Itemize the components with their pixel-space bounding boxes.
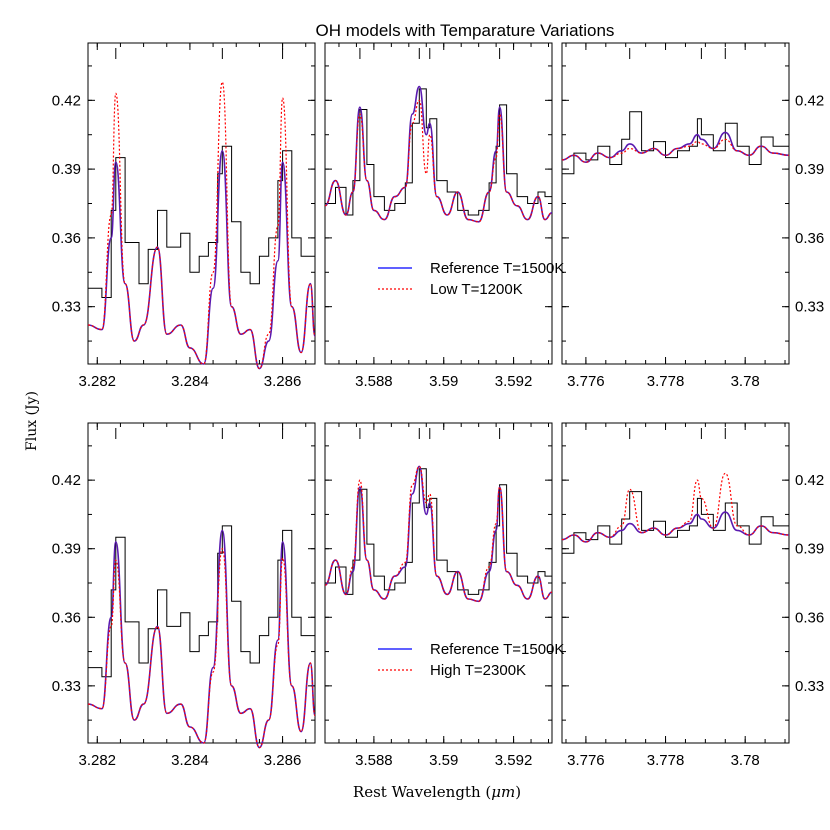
series-variant	[561, 138, 790, 163]
series-variant	[87, 81, 316, 370]
y-tick-label-right: 0.33	[795, 678, 824, 695]
x-tick-label: 3.59	[429, 752, 458, 769]
x-axis-label-text: Rest Wavelength (	[353, 783, 491, 801]
y-axis-label: Flux (Jy)	[24, 391, 40, 451]
x-tick-label: 3.776	[567, 373, 605, 390]
x-tick-label: 3.78	[731, 752, 760, 769]
panel-frame	[324, 422, 553, 744]
series-variant	[324, 465, 553, 602]
series-variant	[87, 548, 316, 749]
x-tick-label: 3.592	[495, 752, 533, 769]
x-tick-label: 3.778	[647, 373, 685, 390]
series-observed	[325, 468, 553, 595]
panel-frame	[561, 42, 790, 365]
x-tick-label: 3.59	[429, 373, 458, 390]
chart-row-low-temperature: 3.282 3.284 3.286 0.33 0.36 0.39 0.42 3.588 3.59…	[52, 42, 824, 390]
figure-title: OH models with Temparature Variations	[316, 21, 615, 40]
x-tick-label: 3.282	[78, 373, 116, 390]
legend-label-variant: Low T=1200K	[430, 281, 523, 298]
x-tick-label: 3.776	[567, 752, 605, 769]
y-tick-label: 0.36	[52, 230, 81, 247]
series-observed	[325, 88, 553, 216]
series-observed	[562, 491, 790, 554]
y-tick-label-right: 0.36	[795, 230, 824, 247]
y-tick-label-right: 0.36	[795, 609, 824, 626]
x-axis-label-unit: μm	[491, 783, 515, 801]
y-tick-label-right: 0.42	[795, 92, 824, 109]
x-tick-label: 3.282	[78, 752, 116, 769]
series-reference	[324, 465, 553, 603]
series-observed	[88, 525, 316, 678]
series-variant	[324, 99, 553, 223]
series-reference	[561, 511, 790, 543]
panel-frame	[324, 42, 553, 365]
x-tick-label: 3.588	[355, 373, 393, 390]
x-tick-label: 3.286	[264, 373, 302, 390]
y-tick-label: 0.42	[52, 472, 81, 489]
y-tick-label: 0.33	[52, 299, 81, 316]
panel-1-3: 3.776 3.778 3.78 0.33 0.36 0.39 0.42	[561, 42, 824, 390]
legend-label-reference: Reference T=1500K	[430, 260, 564, 277]
panel-2-3: 3.776 3.778 3.78 0.33 0.36 0.39 0.42	[561, 422, 824, 769]
y-tick-label: 0.39	[52, 161, 81, 178]
y-tick-label-right: 0.33	[795, 299, 824, 316]
x-tick-label: 3.588	[355, 752, 393, 769]
panel-1-1: 3.282 3.284 3.286 0.33 0.36 0.39 0.42	[52, 42, 316, 390]
panel-2-1: 3.282 3.284 3.286 0.33 0.36 0.39 0.42	[52, 422, 316, 769]
legend-label-reference: Reference T=1500K	[430, 641, 564, 658]
y-tick-label: 0.39	[52, 541, 81, 558]
legend-label-variant: High T=2300K	[430, 662, 526, 679]
panel-1-2: 3.588 3.59 3.592	[324, 42, 553, 390]
x-tick-label: 3.592	[495, 373, 533, 390]
x-tick-label: 3.284	[171, 373, 209, 390]
y-tick-label: 0.33	[52, 678, 81, 695]
x-tick-label: 3.286	[264, 752, 302, 769]
legend: Reference T=1500K Low T=1200K	[378, 260, 564, 298]
legend: Reference T=1500K High T=2300K	[378, 641, 564, 679]
panel-frame	[561, 422, 790, 744]
x-axis-label-close: )	[515, 783, 521, 801]
y-tick-label-right: 0.42	[795, 472, 824, 489]
y-tick-label-right: 0.39	[795, 161, 824, 178]
series-observed	[88, 145, 316, 298]
x-tick-label: 3.778	[647, 752, 685, 769]
series-observed	[562, 111, 790, 175]
x-axis-label: Rest Wavelength (μm)	[353, 783, 521, 801]
panel-2-2: 3.588 3.59 3.592	[324, 422, 553, 769]
y-tick-label-right: 0.39	[795, 541, 824, 558]
chart-row-high-temperature: 3.282 3.284 3.286 0.33 0.36 0.39 0.42 3.588 3.59…	[52, 422, 824, 769]
y-tick-label: 0.42	[52, 92, 81, 109]
y-tick-label: 0.36	[52, 609, 81, 626]
series-reference	[324, 85, 553, 223]
series-reference	[87, 149, 316, 370]
x-tick-label: 3.78	[731, 373, 760, 390]
x-tick-label: 3.284	[171, 752, 209, 769]
